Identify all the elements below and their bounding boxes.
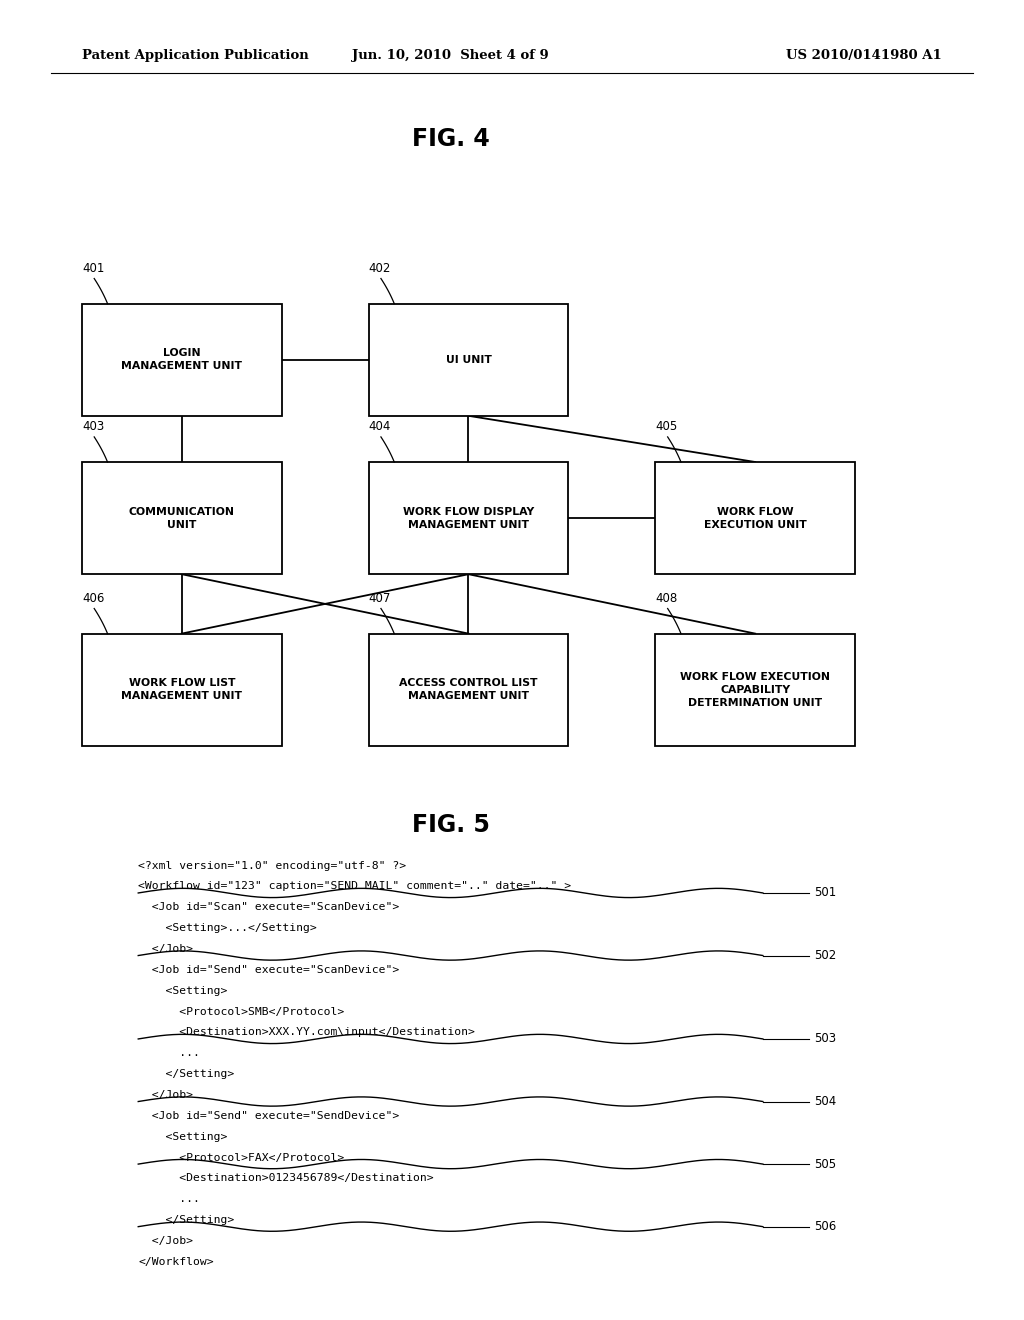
Text: <Setting>: <Setting> [138,986,227,995]
Text: <Job id="Scan" execute="ScanDevice">: <Job id="Scan" execute="ScanDevice"> [138,903,399,912]
FancyBboxPatch shape [82,462,282,574]
Text: WORK FLOW
EXECUTION UNIT: WORK FLOW EXECUTION UNIT [703,507,807,529]
Text: Patent Application Publication: Patent Application Publication [82,49,308,62]
Text: 402: 402 [369,261,391,275]
Text: COMMUNICATION
UNIT: COMMUNICATION UNIT [129,507,234,529]
FancyBboxPatch shape [655,634,855,746]
Text: 403: 403 [82,420,104,433]
Text: 506: 506 [814,1220,837,1233]
Text: <Setting>...</Setting>: <Setting>...</Setting> [138,923,317,933]
Text: 408: 408 [655,591,678,605]
FancyBboxPatch shape [655,462,855,574]
Text: 407: 407 [369,591,391,605]
Text: Jun. 10, 2010  Sheet 4 of 9: Jun. 10, 2010 Sheet 4 of 9 [352,49,549,62]
Text: </Setting>: </Setting> [138,1069,234,1080]
Text: <Job id="Send" execute="SendDevice">: <Job id="Send" execute="SendDevice"> [138,1111,399,1121]
Text: <Destination>XXX.YY.com\input</Destination>: <Destination>XXX.YY.com\input</Destinati… [138,1027,475,1038]
Text: US 2010/0141980 A1: US 2010/0141980 A1 [786,49,942,62]
FancyBboxPatch shape [369,304,568,416]
Text: <Setting>: <Setting> [138,1131,227,1142]
Text: FIG. 4: FIG. 4 [412,127,489,150]
FancyBboxPatch shape [369,462,568,574]
Text: <Destination>0123456789</Destination>: <Destination>0123456789</Destination> [138,1173,434,1184]
Text: ...: ... [138,1195,200,1204]
FancyBboxPatch shape [82,634,282,746]
Text: </Setting>: </Setting> [138,1216,234,1225]
FancyBboxPatch shape [369,634,568,746]
Text: 504: 504 [814,1096,837,1107]
Text: ...: ... [138,1048,200,1059]
Text: 502: 502 [814,949,837,962]
Text: <?xml version="1.0" encoding="utf-8" ?>: <?xml version="1.0" encoding="utf-8" ?> [138,861,407,871]
Text: UI UNIT: UI UNIT [445,355,492,364]
Text: WORK FLOW LIST
MANAGEMENT UNIT: WORK FLOW LIST MANAGEMENT UNIT [121,678,243,701]
Text: </Workflow>: </Workflow> [138,1257,214,1267]
Text: <Job id="Send" execute="ScanDevice">: <Job id="Send" execute="ScanDevice"> [138,965,399,975]
Text: <Protocol>SMB</Protocol>: <Protocol>SMB</Protocol> [138,1007,344,1016]
Text: 501: 501 [814,887,837,899]
Text: 505: 505 [814,1158,837,1171]
Text: 406: 406 [82,591,104,605]
Text: 503: 503 [814,1032,837,1045]
Text: <Workflow id="123" caption="SEND MAIL" comment=".." date=".." >: <Workflow id="123" caption="SEND MAIL" c… [138,882,571,891]
FancyBboxPatch shape [82,304,282,416]
Text: WORK FLOW EXECUTION
CAPABILITY
DETERMINATION UNIT: WORK FLOW EXECUTION CAPABILITY DETERMINA… [680,672,830,708]
Text: </Job>: </Job> [138,944,194,954]
Text: WORK FLOW DISPLAY
MANAGEMENT UNIT: WORK FLOW DISPLAY MANAGEMENT UNIT [402,507,535,529]
Text: FIG. 5: FIG. 5 [412,813,489,837]
Text: LOGIN
MANAGEMENT UNIT: LOGIN MANAGEMENT UNIT [121,348,243,371]
Text: <Protocol>FAX</Protocol>: <Protocol>FAX</Protocol> [138,1152,344,1163]
Text: </Job>: </Job> [138,1090,194,1100]
Text: 401: 401 [82,261,104,275]
Text: 405: 405 [655,420,678,433]
Text: ACCESS CONTROL LIST
MANAGEMENT UNIT: ACCESS CONTROL LIST MANAGEMENT UNIT [399,678,538,701]
Text: </Job>: </Job> [138,1236,194,1246]
Text: 404: 404 [369,420,391,433]
